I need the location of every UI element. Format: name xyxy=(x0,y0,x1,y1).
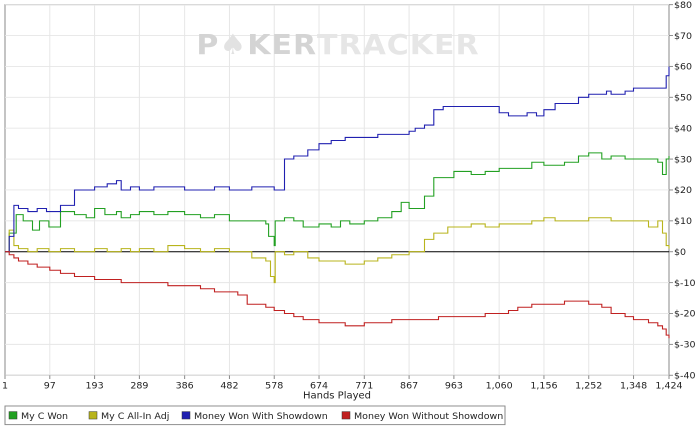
x-tick-label: 1,156 xyxy=(530,381,557,392)
x-axis-ticks: 1 97 193 289 386 482 578 674 771 867 963 1,060 1,156… xyxy=(2,375,683,391)
x-tick-label: 97 xyxy=(44,381,56,392)
watermark-spade-icon: ♠ xyxy=(219,28,247,61)
y-tick-label: $30 xyxy=(674,155,692,166)
legend-entry-label: My C Won xyxy=(21,411,68,422)
y-tick-label: $10 xyxy=(674,216,692,227)
y-axis-ticks: $80 $70 $60 $50 $40 $30 $20 $10 $0 $-10 $-20 $-30 $-… xyxy=(669,0,696,381)
legend-frame xyxy=(4,405,506,426)
watermark-logo: P♠KERTRACKER xyxy=(196,28,479,61)
x-tick-label: 1,424 xyxy=(655,381,682,392)
y-tick-label: $80 xyxy=(674,0,692,11)
legend-swatch xyxy=(88,411,98,420)
y-tick-label: $-40 xyxy=(674,371,696,382)
x-tick-label: 482 xyxy=(220,381,238,392)
x-tick-label: 193 xyxy=(86,381,104,392)
y-tick-label: $0 xyxy=(674,247,686,258)
y-tick-label: $-10 xyxy=(674,278,696,289)
series-line-my-c-all-in-adj xyxy=(5,217,670,284)
legend-swatch xyxy=(8,411,18,420)
x-tick-label: 578 xyxy=(265,381,283,392)
x-axis-title: Hands Played xyxy=(303,391,371,402)
legend-swatch xyxy=(181,411,191,420)
x-tick-label: 674 xyxy=(310,381,328,392)
x-tick-label: 1 xyxy=(2,381,8,392)
svg-text:P♠KERTRACKER: P♠KERTRACKER xyxy=(196,28,479,61)
series-line-my-c-won xyxy=(5,152,670,253)
series-lines xyxy=(5,66,670,339)
series-line-money-won-with-showdown xyxy=(5,66,670,253)
y-tick-label: $60 xyxy=(674,62,692,73)
watermark-text-p: P xyxy=(196,28,219,61)
legend-box: My C Won My C All-In Adj Money Won With Sh… xyxy=(4,405,506,426)
y-tick-label: $70 xyxy=(674,31,692,42)
y-tick-label: $20 xyxy=(674,186,692,197)
watermark-text-ker: KER xyxy=(247,28,317,61)
y-tick-label: $-30 xyxy=(674,340,696,351)
y-tick-label: $40 xyxy=(674,124,692,135)
legend-entry-label: Money Won Without Showdown xyxy=(354,411,503,422)
legend-entry-label: My C All-In Adj xyxy=(101,411,169,422)
series-line-money-won-without-showdown xyxy=(5,251,670,339)
x-tick-label: 289 xyxy=(130,381,148,392)
grid xyxy=(5,4,669,376)
x-tick-label: 867 xyxy=(400,381,418,392)
legend-swatch xyxy=(341,411,351,420)
watermark-text-tracker: TRACKER xyxy=(317,28,480,61)
x-tick-label: 771 xyxy=(355,381,373,392)
legend-entry-label: Money Won With Showdown xyxy=(194,411,328,422)
x-tick-label: 386 xyxy=(176,381,194,392)
y-tick-label: $-20 xyxy=(674,309,696,320)
x-tick-label: 963 xyxy=(445,381,463,392)
x-tick-label: 1,060 xyxy=(486,381,513,392)
x-tick-label: 1,252 xyxy=(575,381,602,392)
y-tick-label: $50 xyxy=(674,93,692,104)
x-tick-label: 1,348 xyxy=(620,381,647,392)
